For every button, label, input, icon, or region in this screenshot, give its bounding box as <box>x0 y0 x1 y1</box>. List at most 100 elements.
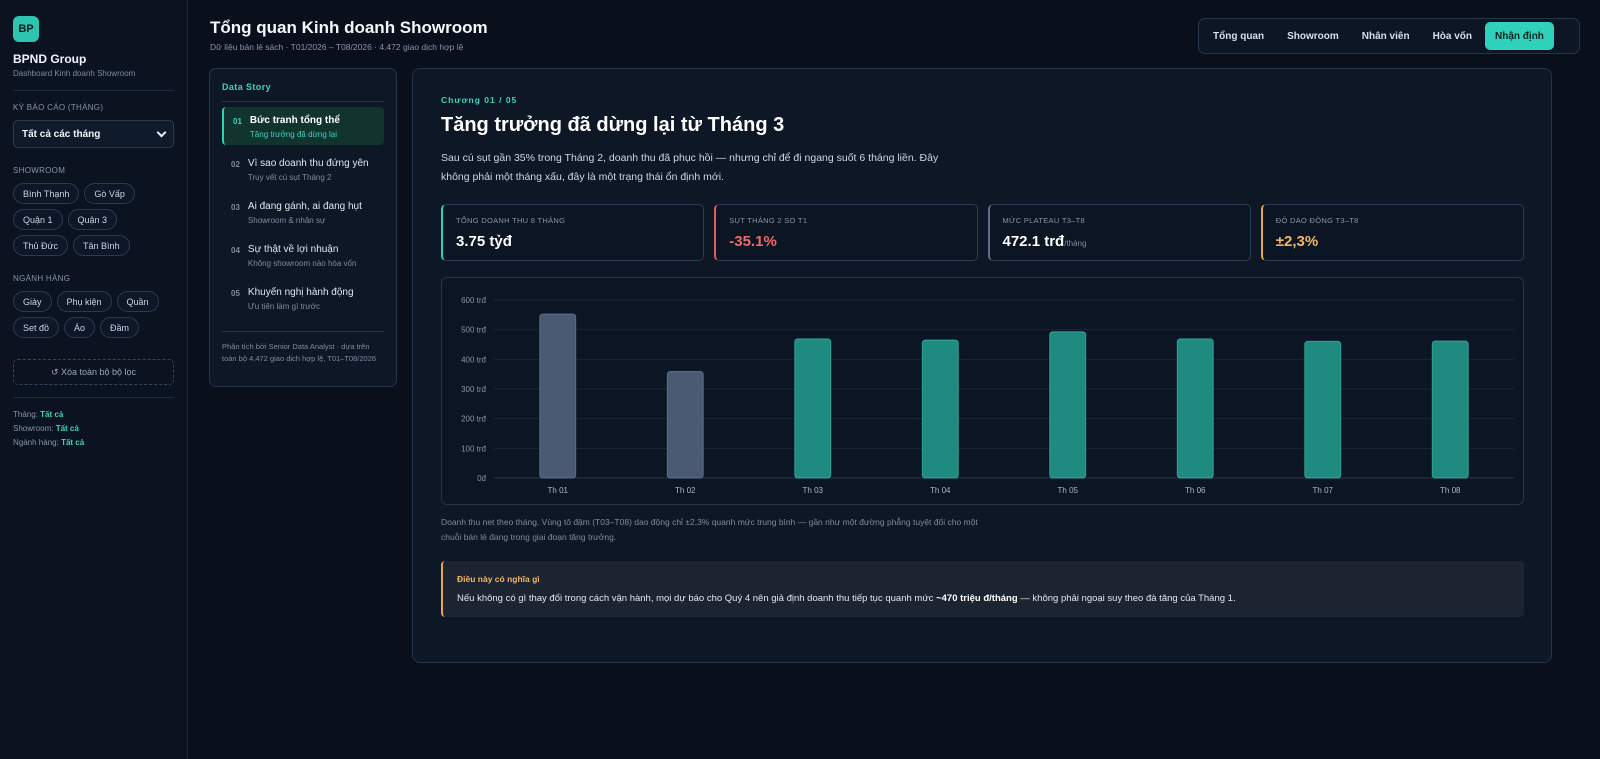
y-tick-label: 0đ <box>477 474 486 483</box>
callout-text-bold: ~470 triệu đ/tháng <box>936 593 1018 604</box>
kpi-value-text: ±2,3% <box>1275 233 1319 250</box>
chapter-number: 04 <box>231 246 240 255</box>
y-tick-label: 500 trđ <box>461 326 486 335</box>
tab-overview[interactable]: Tổng quan <box>1213 30 1265 42</box>
y-tick-label: 200 trđ <box>461 415 486 424</box>
chart-svg: 0đ 100 trđ 200 trđ 300 trđ 400 trđ 500 trđ 600… <box>461 296 1514 495</box>
x-tick-label: Th 07 <box>1313 486 1334 495</box>
x-tick-label: Th 03 <box>803 486 824 495</box>
y-tick-label: 100 trđ <box>461 444 486 453</box>
y-tick-label: 600 trđ <box>461 296 486 305</box>
bar <box>794 338 832 479</box>
chapter-title: Vì sao doanh thu đứng yên <box>247 158 369 169</box>
status-category-label: Ngành hàng: <box>13 438 59 447</box>
chapter-title: Khuyến nghị hành động <box>247 287 354 298</box>
chapter-description: Sau cú sụt gần 35% trong Tháng 2, doanh … <box>441 152 939 183</box>
sidebar: BP BPND Group Dashboard Kinh doanh Showr… <box>0 0 188 759</box>
chip-showroom[interactable]: Gò Vấp <box>84 183 135 204</box>
status-month-value: Tất cả <box>40 410 64 419</box>
tab-showroom[interactable]: Showroom <box>1287 30 1339 42</box>
story-chapter-2[interactable]: 02 Vì sao doanh thu đứng yên Truy vết cú… <box>222 150 384 188</box>
kpi-volatility: ĐỘ DAO ĐỘNG T3–T8 ±2,3% <box>1260 204 1524 261</box>
org-name: BPND Group <box>13 52 87 66</box>
bar <box>539 313 577 479</box>
bar <box>1049 331 1087 479</box>
callout-text-before: Nếu không có gì thay đổi trong cách vận … <box>457 593 937 604</box>
x-tick-label: Th 02 <box>675 486 696 495</box>
kpi-value: -35.1% <box>729 233 963 250</box>
data-story-panel: Data Story 01 Bức tranh tổng thể Tăng tr… <box>209 68 397 387</box>
page-title: Tổng quan Kinh doanh Showroom <box>210 18 488 37</box>
chapter-subtitle: Không showroom nào hòa vốn <box>247 259 357 268</box>
insight-callout: Điều này có nghĩa gì Nếu không có gì tha… <box>441 561 1524 617</box>
kpi-feb-drop: SỤT THÁNG 2 SO T1 -35.1% <box>714 204 978 261</box>
chip-category[interactable]: Đầm <box>100 317 140 338</box>
chapter-number: 02 <box>231 160 240 169</box>
chip-showroom[interactable]: Quận 3 <box>67 209 118 230</box>
x-tick-label: Th 05 <box>1058 486 1079 495</box>
category-chips: Giày Phụ kiện Quần Set đồ Áo Đầm <box>13 291 174 338</box>
chip-showroom[interactable]: Thủ Đức <box>13 235 69 256</box>
status-category: Ngành hàng: Tất cả <box>13 438 174 447</box>
bar <box>1431 340 1469 479</box>
chip-showroom[interactable]: Quận 1 <box>13 209 63 230</box>
bar <box>666 370 704 479</box>
story-chapter-5[interactable]: 05 Khuyến nghị hành động Ưu tiên làm gì … <box>222 279 384 317</box>
chip-category[interactable]: Giày <box>13 291 52 312</box>
chip-showroom[interactable]: Bình Thạnh <box>13 183 80 204</box>
bar <box>921 339 959 479</box>
chip-showroom[interactable]: Tân Bình <box>73 235 130 256</box>
chapter-title: Bức tranh tổng thể <box>249 115 340 126</box>
story-chapter-1[interactable]: 01 Bức tranh tổng thể Tăng trưởng đã dừn… <box>222 107 384 145</box>
status-showroom-value: Tất cả <box>55 424 79 433</box>
x-tick-label: Th 08 <box>1440 486 1461 495</box>
monthly-revenue-chart: 0đ 100 trđ 200 trđ 300 trđ 400 trđ 500 trđ 600… <box>441 277 1524 505</box>
callout-title: Điều này có nghĩa gì <box>457 574 540 584</box>
x-tick-label: Th 01 <box>548 486 569 495</box>
x-tick-label: Th 04 <box>930 486 951 495</box>
status-category-value: Tất cả <box>61 438 85 447</box>
period-select[interactable]: Tất cả các tháng <box>13 120 174 148</box>
chart-caption: Doanh thu net theo tháng. Vùng tô đậm (T… <box>441 517 978 542</box>
status-showroom-label: Showroom: <box>13 424 54 433</box>
chapter-subtitle: Ưu tiên làm gì trước <box>247 302 321 311</box>
status-month: Tháng: Tất cả <box>13 410 174 419</box>
chapter-content: Chương 01 / 05 Tăng trưởng đã dừng lại t… <box>412 68 1552 663</box>
kpi-value: 3.75 tỷđ <box>456 233 690 250</box>
story-chapter-3[interactable]: 03 Ai đang gánh, ai đang hụt Showroom & … <box>222 193 384 231</box>
chapter-subtitle: Showroom & nhân sự <box>247 216 326 225</box>
chip-category[interactable]: Quần <box>116 291 159 312</box>
kpi-unit: /tháng <box>1064 239 1087 248</box>
x-tick-label: Th 06 <box>1185 486 1206 495</box>
kpi-value: ±2,3% <box>1276 233 1510 250</box>
top-tabs: Tổng quan Showroom Nhân viên Hòa vốn Nhậ… <box>1198 18 1580 54</box>
divider <box>13 397 174 398</box>
callout-text: Nếu không có gì thay đổi trong cách vận … <box>457 593 1510 604</box>
period-label: KỲ BÁO CÁO (THÁNG) <box>13 103 104 112</box>
chapter-title: Ai đang gánh, ai đang hụt <box>247 201 362 212</box>
chip-category[interactable]: Phụ kiện <box>56 291 112 312</box>
kpi-label: MỨC PLATEAU T3–T8 <box>1002 216 1085 225</box>
tab-staff[interactable]: Nhân viên <box>1361 30 1410 42</box>
chapter-label: Chương 01 / 05 <box>441 95 518 105</box>
clear-filters-button[interactable]: ↺ Xóa toàn bộ bộ lọc <box>13 359 174 385</box>
divider <box>13 90 174 91</box>
data-story-footer: Phân tích bởi Senior Data Analyst · dựa … <box>222 331 384 365</box>
kpi-value-text: 3.75 tỷđ <box>456 233 512 250</box>
chip-category[interactable]: Set đồ <box>13 317 60 338</box>
kpi-total-revenue: TỔNG DOANH THU 8 THÁNG 3.75 tỷđ <box>441 204 705 261</box>
chip-category[interactable]: Áo <box>64 317 96 338</box>
story-chapter-4[interactable]: 04 Sự thật về lợi nhuận Không showroom n… <box>222 236 384 274</box>
kpi-value-text: -35.1% <box>729 233 777 250</box>
bar <box>1176 338 1214 479</box>
data-story-title: Data Story <box>222 82 384 102</box>
bar <box>1304 340 1342 479</box>
kpi-label: ĐỘ DAO ĐỘNG T3–T8 <box>1275 216 1359 225</box>
chapter-subtitle: Tăng trưởng đã dừng lại <box>249 130 338 139</box>
tab-breakeven[interactable]: Hòa vốn <box>1432 30 1473 42</box>
callout-text-after: — không phải ngoại suy theo đà tăng của … <box>1017 593 1236 604</box>
kpi-value-text: 472.1 trđ <box>1002 233 1065 250</box>
brand-logo: BP <box>13 16 39 42</box>
kpi-row: TỔNG DOANH THU 8 THÁNG 3.75 tỷđ SỤT THÁN… <box>441 204 1524 261</box>
tab-insights[interactable]: Nhận định <box>1485 22 1554 50</box>
